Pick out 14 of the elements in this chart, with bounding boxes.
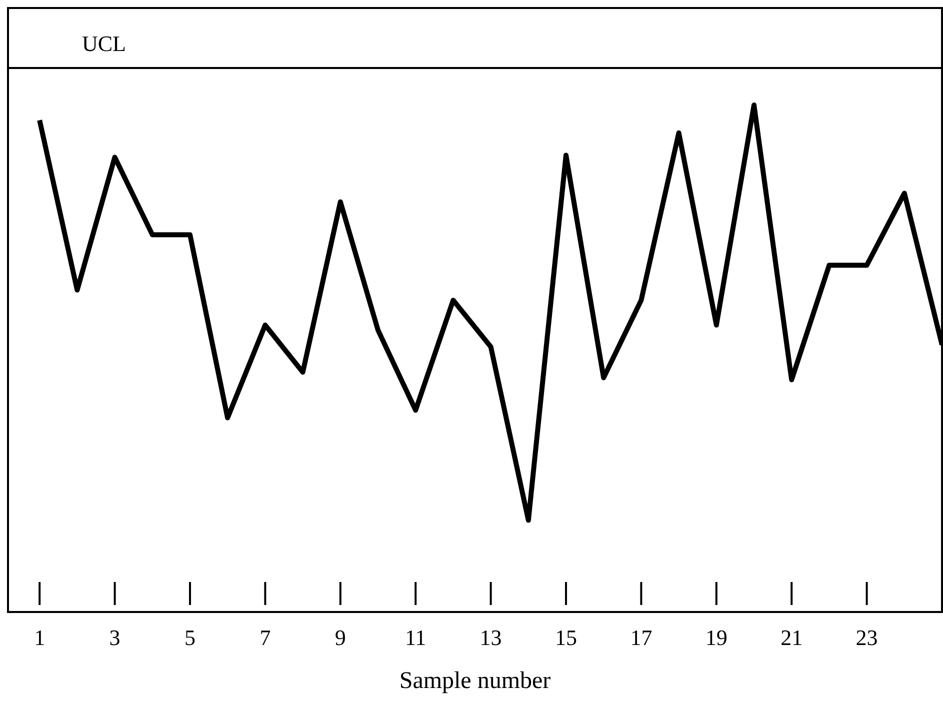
x-tick-label: 7: [260, 625, 271, 650]
x-axis-title: Sample number: [399, 668, 551, 694]
x-tick-label: 13: [480, 625, 502, 650]
x-tick-label: 11: [404, 625, 426, 650]
x-tick-label: 21: [780, 625, 803, 650]
x-tick-label: 3: [109, 625, 120, 650]
x-tick-label: 23: [856, 625, 878, 650]
x-tick-label: 17: [630, 625, 652, 650]
x-tick-label: 15: [554, 625, 577, 650]
x-tick-label: 9: [334, 625, 346, 650]
x-tick-label: 1: [34, 625, 46, 650]
x-tick-label: 5: [184, 625, 196, 650]
x-tick-label: 19: [705, 625, 728, 650]
ref-line-label: UCL: [82, 30, 126, 56]
